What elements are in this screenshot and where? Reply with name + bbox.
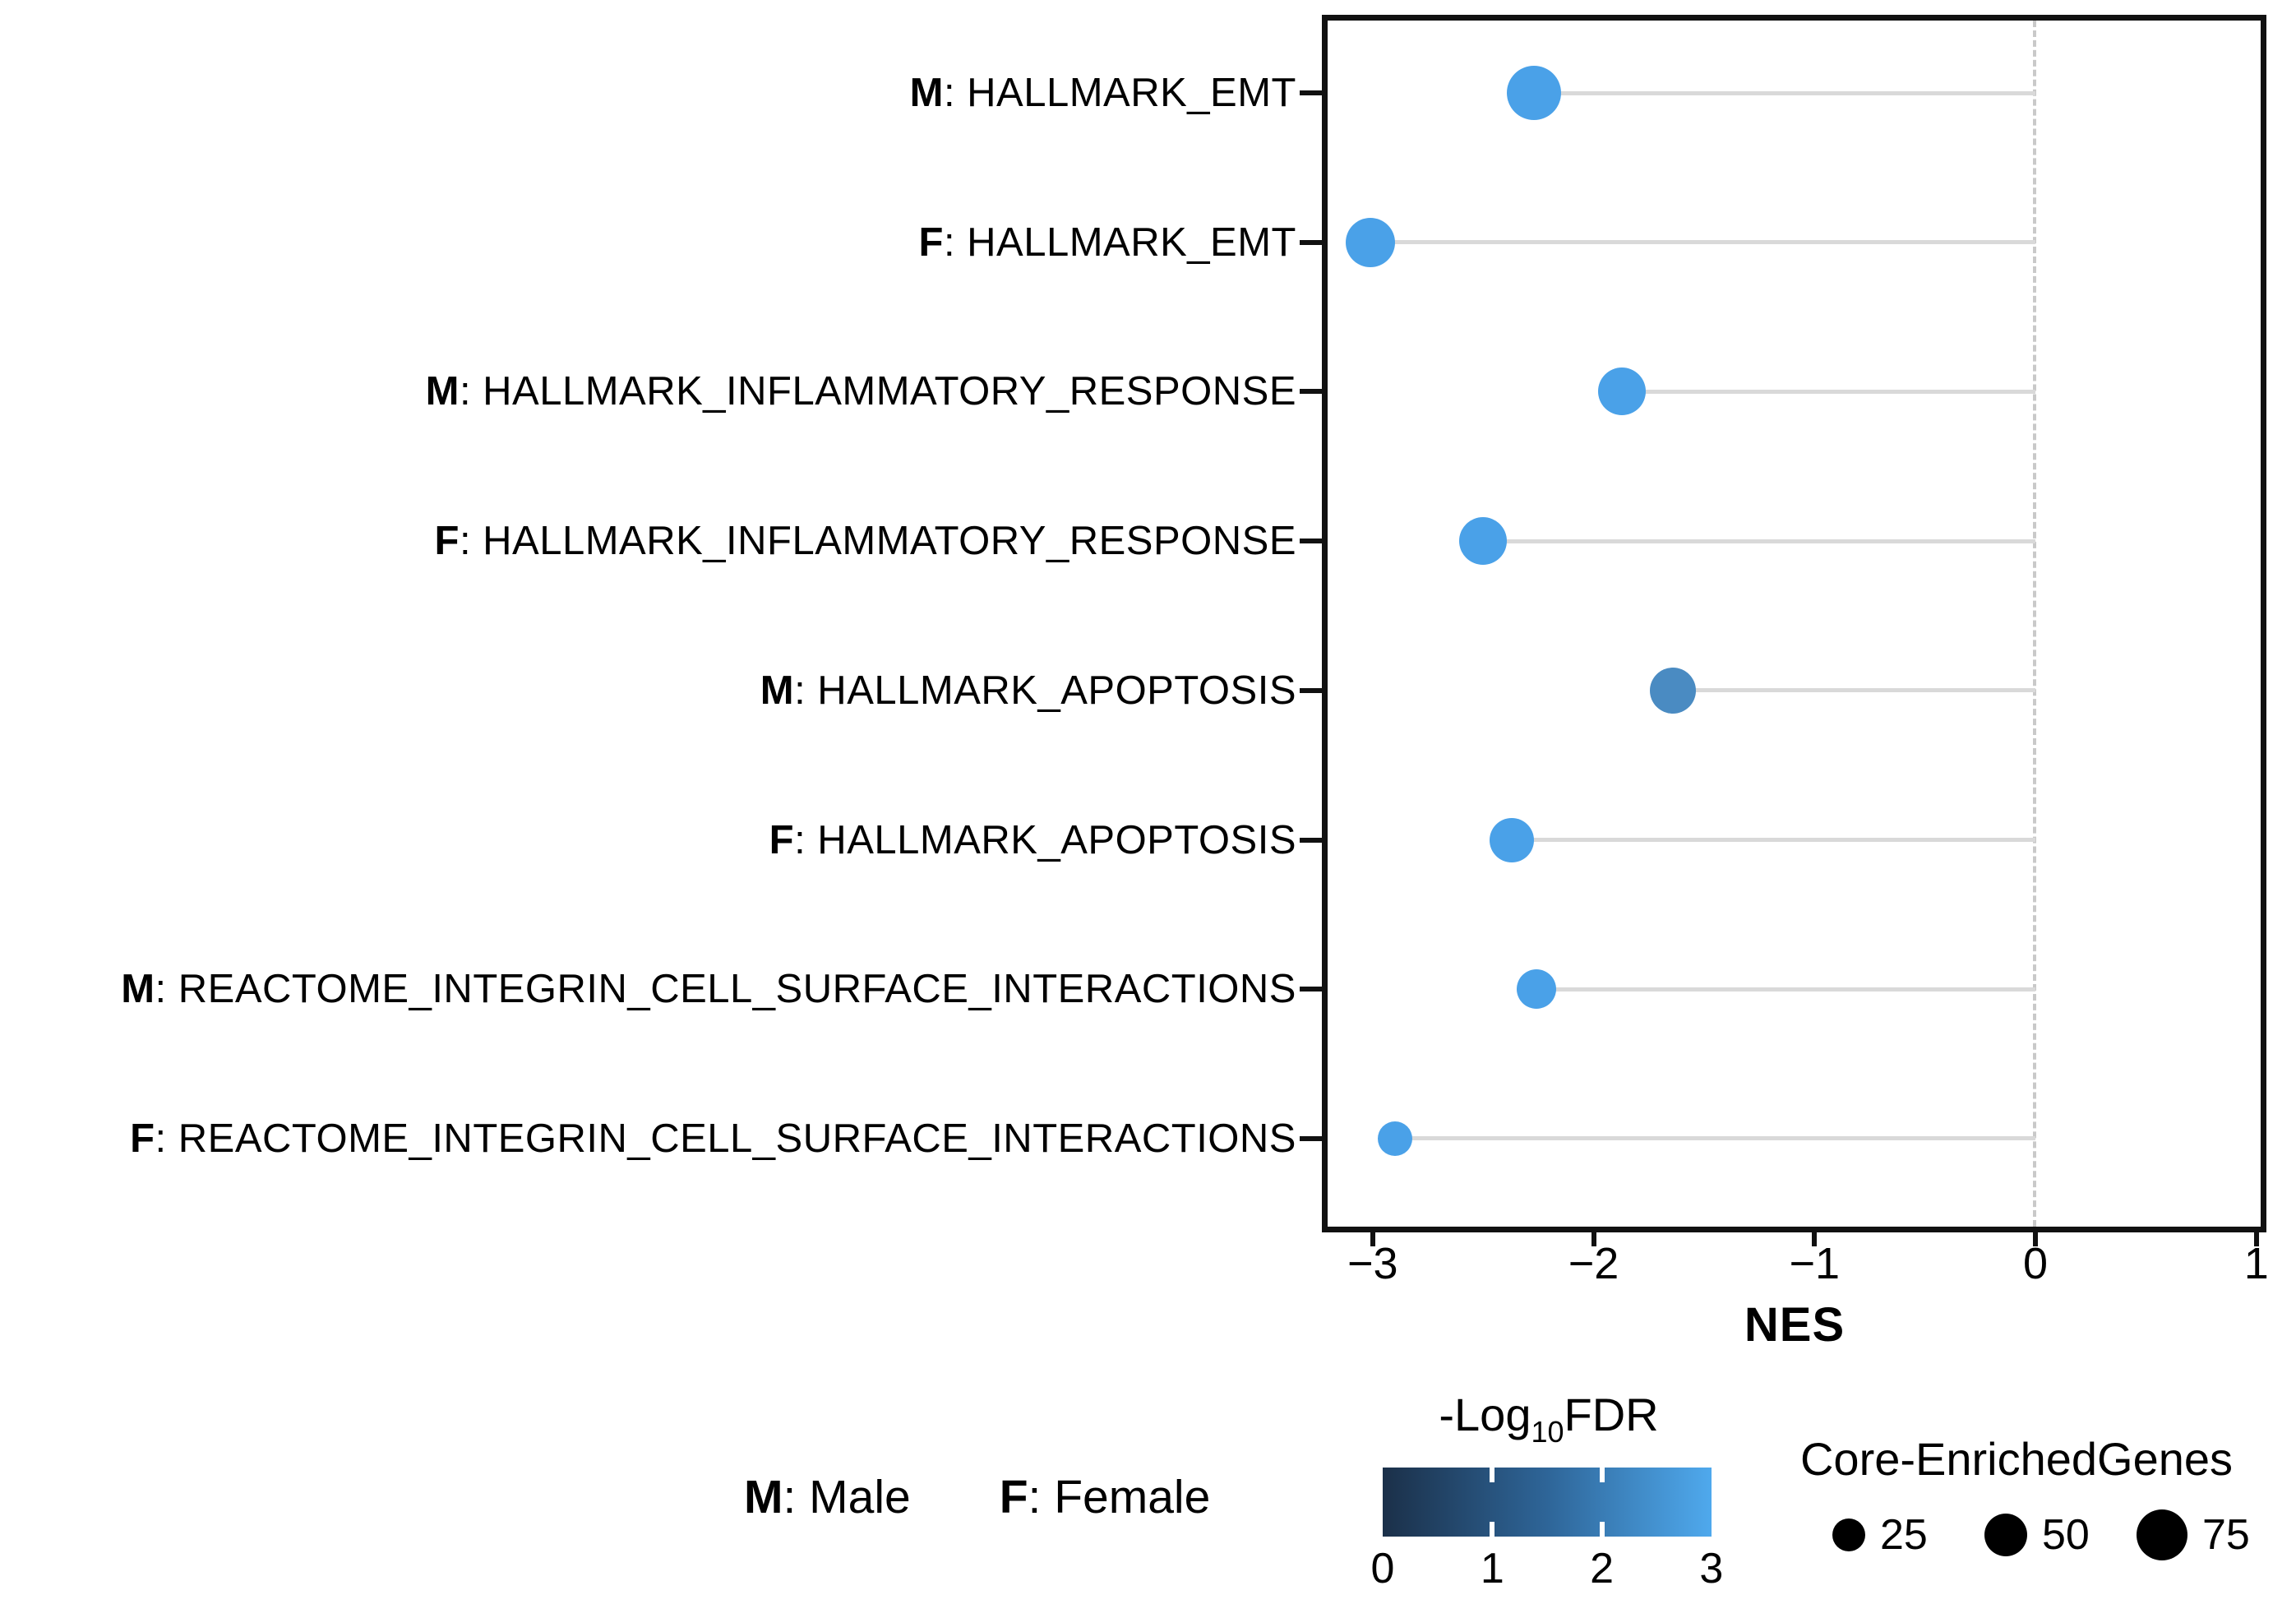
size-legend-label: 50 — [2042, 1511, 2090, 1559]
x-axis-tick — [1812, 1227, 1818, 1246]
fdr-colorbar-title: -Log10FDR — [1439, 1388, 1658, 1449]
row-label-prefix: M — [121, 967, 155, 1012]
fdr-colorbar-tick — [1599, 1522, 1605, 1537]
row-label-prefix: F — [769, 817, 795, 862]
data-point-dot — [1506, 66, 1561, 120]
y-axis-tick — [1300, 239, 1328, 245]
plot-area — [1300, 15, 2266, 1246]
x-axis-tick-label: 0 — [2022, 1239, 2049, 1288]
row-label: M: HALLMARK_APOPTOSIS — [760, 663, 1296, 718]
y-axis-tick — [1300, 987, 1328, 992]
lollipop-stem — [1533, 90, 2035, 95]
size-legend-dot — [2137, 1509, 2187, 1560]
row-label-text: : HALLMARK_INFLAMMATORY_RESPONSE — [459, 519, 1296, 564]
fdr-colorbar-tick — [1599, 1468, 1605, 1482]
row-label-text: : REACTOME_INTEGRIN_CELL_SURFACE_INTERAC… — [155, 1116, 1296, 1161]
x-axis-tick-label: 1 — [2243, 1239, 2269, 1288]
y-axis-tick — [1300, 1135, 1328, 1141]
fdr-title-subscript: 10 — [1531, 1415, 1564, 1449]
size-legend-dot — [1984, 1514, 2027, 1556]
row-label: F: REACTOME_INTEGRIN_CELL_SURFACE_INTERA… — [130, 1112, 1296, 1166]
row-label-text: : HALLMARK_APOPTOSIS — [794, 668, 1296, 713]
row-label-prefix: F — [130, 1116, 155, 1161]
fdr-colorbar-tick-label: 3 — [1699, 1545, 1724, 1592]
row-label-prefix: F — [434, 519, 460, 564]
x-axis-tick-label: −3 — [1347, 1239, 1398, 1288]
row-label-text: : HALLMARK_APOPTOSIS — [794, 817, 1296, 862]
plot-border — [1322, 15, 2266, 1232]
lollipop-stem — [1536, 987, 2035, 992]
fdr-title-suffix: FDR — [1564, 1389, 1659, 1440]
row-label-text: : HALLMARK_EMT — [943, 71, 1296, 115]
size-legend-title: Core-EnrichedGenes — [1799, 1433, 2234, 1485]
row-label: F: HALLMARK_INFLAMMATORY_RESPONSE — [435, 514, 1297, 568]
fdr-colorbar-tick-label: 2 — [1590, 1545, 1615, 1592]
row-label-text: : HALLMARK_INFLAMMATORY_RESPONSE — [459, 369, 1296, 414]
x-axis-tick — [1591, 1227, 1596, 1246]
male-legend-prefix: M — [744, 1471, 783, 1523]
zero-reference-line — [2033, 21, 2036, 1227]
size-legend-label: 25 — [1880, 1511, 1928, 1559]
fdr-title-prefix: -Log — [1439, 1389, 1531, 1440]
sex-legend: M: Male F: Female — [744, 1470, 1210, 1524]
x-axis-tick-label: −2 — [1568, 1239, 1619, 1288]
data-point-dot — [1516, 969, 1556, 1010]
row-label: M: HALLMARK_INFLAMMATORY_RESPONSE — [426, 364, 1296, 418]
y-axis-tick — [1300, 837, 1328, 843]
fdr-colorbar — [1383, 1468, 1712, 1537]
female-legend-text: : Female — [1028, 1471, 1211, 1523]
row-label-prefix: M — [909, 71, 944, 115]
lollipop-stem — [1673, 688, 2035, 693]
lollipop-stem — [1483, 539, 2035, 543]
data-point-dot — [1598, 367, 1647, 416]
x-axis-tick — [1370, 1227, 1375, 1246]
row-label: F: HALLMARK_EMT — [919, 215, 1297, 270]
male-legend-text: : Male — [783, 1471, 911, 1523]
fdr-colorbar-tick-label: 0 — [1370, 1545, 1395, 1592]
x-axis-tick — [2033, 1227, 2038, 1246]
lollipop-stem — [1622, 389, 2035, 394]
data-point-dot — [1490, 817, 1535, 862]
row-label-prefix: M — [760, 668, 795, 713]
y-axis-tick — [1300, 539, 1328, 544]
y-axis-tick — [1300, 389, 1328, 395]
x-axis-title: NES — [1744, 1298, 1846, 1352]
data-point-dot — [1346, 217, 1396, 267]
female-legend-entry: F: Female — [1000, 1471, 1211, 1523]
y-axis-tick — [1300, 687, 1328, 693]
fdr-colorbar-tick — [1490, 1522, 1495, 1537]
row-label: F: HALLMARK_APOPTOSIS — [769, 813, 1296, 867]
row-label: M: REACTOME_INTEGRIN_CELL_SURFACE_INTERA… — [121, 962, 1296, 1016]
x-axis-tick — [2253, 1227, 2259, 1246]
fdr-colorbar-tick — [1490, 1468, 1495, 1482]
data-point-dot — [1459, 517, 1508, 566]
data-point-dot — [1650, 667, 1697, 714]
y-axis-tick — [1300, 90, 1328, 95]
lollipop-stem — [1370, 240, 2035, 245]
row-label: M: HALLMARK_EMT — [910, 66, 1296, 120]
x-axis-tick-label: −1 — [1789, 1239, 1841, 1288]
row-label-prefix: F — [918, 220, 944, 265]
fdr-colorbar-tick-label: 1 — [1480, 1545, 1504, 1592]
row-label-text: : REACTOME_INTEGRIN_CELL_SURFACE_INTERAC… — [155, 967, 1296, 1012]
lollipop-stem — [1512, 838, 2035, 842]
size-legend-label: 75 — [2202, 1511, 2250, 1559]
data-point-dot — [1377, 1121, 1412, 1156]
row-label-prefix: M — [425, 369, 460, 414]
female-legend-prefix: F — [999, 1471, 1028, 1523]
male-legend-entry: M: Male — [744, 1471, 911, 1523]
size-legend-dot — [1832, 1518, 1865, 1551]
lollipop-stem — [1394, 1136, 2035, 1141]
row-label-text: : HALLMARK_EMT — [943, 220, 1296, 265]
